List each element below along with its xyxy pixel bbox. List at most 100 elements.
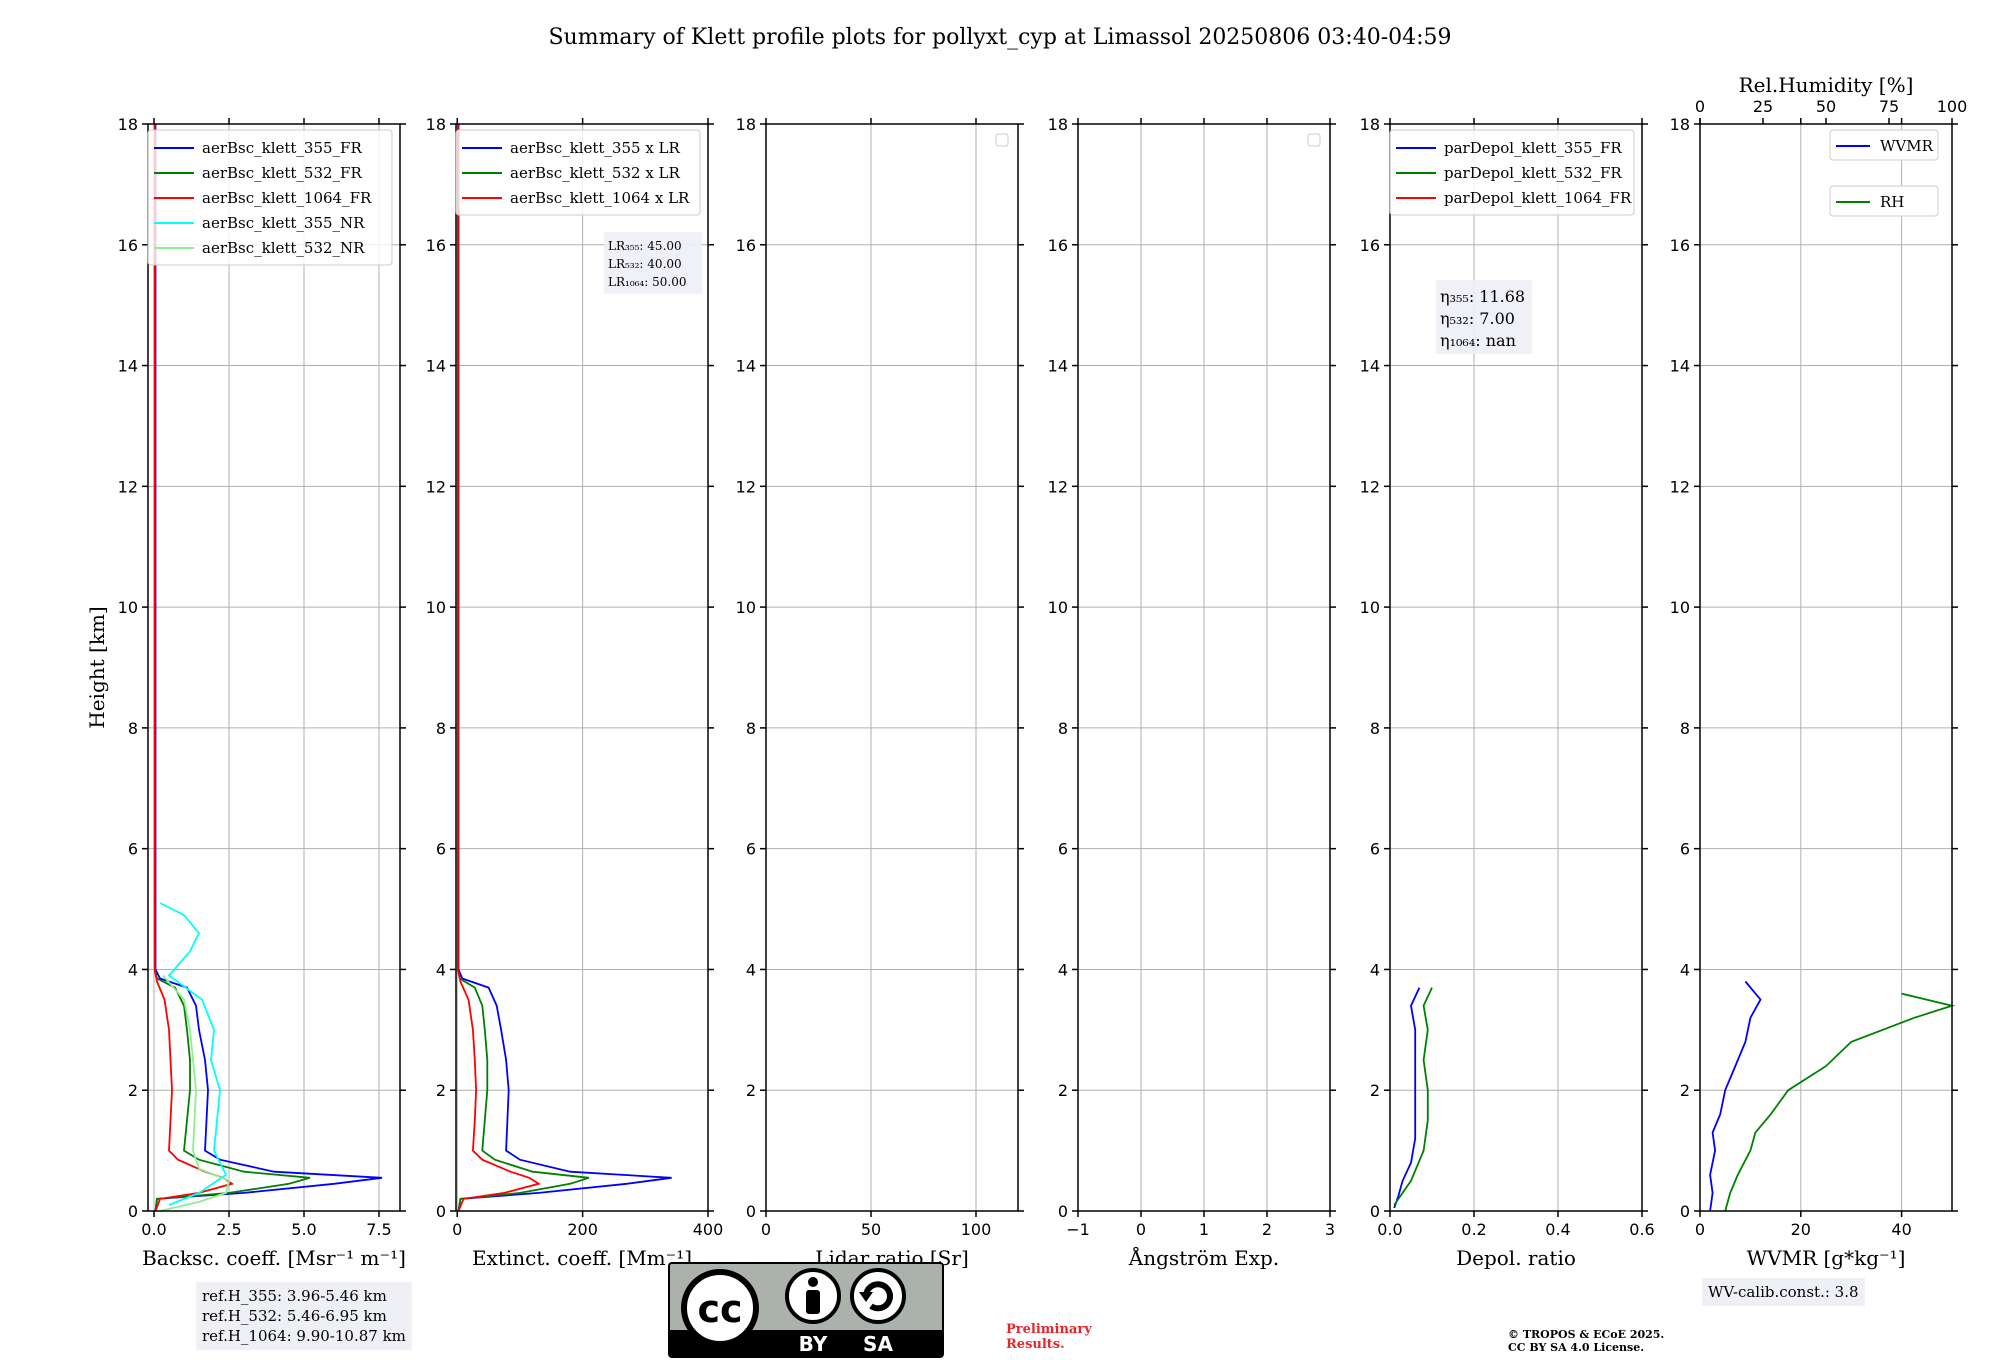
y-tick-label: 0 bbox=[128, 1202, 138, 1221]
y-tick-label: 14 bbox=[1048, 357, 1068, 376]
attribution-icon-head bbox=[808, 1277, 818, 1287]
legend-label: aerBsc_klett_532_FR bbox=[202, 164, 362, 182]
y-tick-label: 2 bbox=[1680, 1081, 1690, 1100]
panel-backscatter: 0 2 4 6 8 10 12 14 16 18 0.0 2.5 5.0 7.5 Backsc. coeff… bbox=[85, 115, 406, 1270]
legend-label: WVMR bbox=[1880, 137, 1934, 155]
legend-label: aerBsc_klett_532 x LR bbox=[510, 164, 681, 182]
y-tick-label: 12 bbox=[1360, 477, 1380, 496]
y-tick-label: 10 bbox=[1670, 598, 1690, 617]
y-tick-label: 10 bbox=[1360, 598, 1380, 617]
copyright-line-2: CC BY SA 4.0 License. bbox=[1508, 1341, 1645, 1354]
y-tick-label: 2 bbox=[746, 1081, 756, 1100]
y-tick-label: 12 bbox=[1048, 477, 1068, 496]
x-tick-label: 100 bbox=[961, 1220, 992, 1239]
attribution-icon-body bbox=[806, 1290, 820, 1314]
axes-frame bbox=[1699, 123, 1953, 1212]
share-alike-arrow bbox=[863, 1281, 893, 1312]
y-tick-label: 14 bbox=[426, 357, 446, 376]
preliminary-notice: Preliminary Results. bbox=[1006, 1322, 1092, 1352]
y-tick-label: 18 bbox=[1048, 115, 1068, 134]
y-tick-label: 12 bbox=[736, 477, 756, 496]
y-tick-label: 16 bbox=[1670, 236, 1690, 255]
y-tick-label: 18 bbox=[426, 115, 446, 134]
x-tick-label: 0 bbox=[1695, 1220, 1705, 1239]
x-tick-label: 0 bbox=[761, 1220, 771, 1239]
legend-box bbox=[1389, 129, 1635, 216]
x-axis-label: Ångström Exp. bbox=[1128, 1245, 1279, 1270]
axes-frame bbox=[765, 123, 1019, 1212]
cc-logo-text: cc bbox=[697, 1287, 742, 1331]
y-tick-label: 4 bbox=[1370, 960, 1380, 979]
y-tick-label: 18 bbox=[1360, 115, 1380, 134]
secondary-x-tick-label: 100 bbox=[1937, 97, 1968, 116]
x-tick-label: 0 bbox=[1136, 1220, 1146, 1239]
annotation-text: η₃₅₅: 11.68 bbox=[1440, 287, 1525, 306]
y-tick-label: 10 bbox=[118, 598, 138, 617]
series-line-aerBsc_klett_355 x LR bbox=[457, 124, 672, 1212]
y-tick-label: 8 bbox=[1370, 719, 1380, 738]
x-tick-label: 1 bbox=[1199, 1220, 1209, 1239]
legend-label: aerBsc_klett_355 x LR bbox=[510, 139, 681, 157]
y-tick-label: 18 bbox=[118, 115, 138, 134]
x-tick-label: 200 bbox=[567, 1220, 598, 1239]
series-line-aerBsc_klett_532_NR bbox=[159, 974, 231, 1212]
x-axis-label: WVMR [g*kg⁻¹] bbox=[1747, 1246, 1906, 1270]
y-tick-label: 2 bbox=[436, 1081, 446, 1100]
y-tick-label: 6 bbox=[1370, 840, 1380, 859]
annotation-box bbox=[1436, 280, 1532, 354]
ref-height-355: ref.H_355: 3.96-5.46 km bbox=[202, 1287, 387, 1305]
y-tick-label: 0 bbox=[436, 1202, 446, 1221]
y-tick-label: 4 bbox=[436, 960, 446, 979]
reference-heights-box: ref.H_355: 3.96-5.46 km ref.H_532: 5.46-… bbox=[196, 1282, 412, 1350]
y-tick-label: 16 bbox=[1048, 236, 1068, 255]
cc-label-sa: SA bbox=[863, 1332, 893, 1356]
x-tick-label: 400 bbox=[693, 1220, 724, 1239]
y-tick-label: 0 bbox=[1370, 1202, 1380, 1221]
y-tick-label: 0 bbox=[746, 1202, 756, 1221]
copyright-notice: © TROPOS & ECoE 2025. CC BY SA 4.0 Licen… bbox=[1508, 1328, 1664, 1354]
panel-depolarization: 0 2 4 6 8 10 12 14 16 18 0.0 0.2 0.4 0.6 Depol. ratio p… bbox=[1360, 115, 1655, 1270]
annotation-text: η₁₀₆₄: nan bbox=[1440, 331, 1516, 350]
legend-label: parDepol_klett_1064_FR bbox=[1444, 189, 1632, 207]
y-tick-label: 18 bbox=[1670, 115, 1690, 134]
y-tick-label: 2 bbox=[128, 1081, 138, 1100]
legend-label: RH bbox=[1880, 193, 1904, 211]
x-axis-label: Backsc. coeff. [Msr⁻¹ m⁻¹] bbox=[142, 1246, 406, 1270]
series-line-parDepol_klett_355_FR bbox=[1393, 987, 1421, 1209]
x-tick-label: 0.0 bbox=[141, 1220, 166, 1239]
series-line-parDepol_klett_532_FR bbox=[1393, 987, 1433, 1206]
secondary-x-tick-label: 25 bbox=[1753, 97, 1773, 116]
y-tick-label: 14 bbox=[118, 357, 138, 376]
y-tick-label: 2 bbox=[1370, 1081, 1380, 1100]
copyright-line-1: © TROPOS & ECoE 2025. bbox=[1508, 1328, 1665, 1341]
preliminary-line-1: Preliminary bbox=[1006, 1322, 1092, 1337]
x-tick-label: 0 bbox=[452, 1220, 462, 1239]
legend-box-empty bbox=[1307, 133, 1321, 147]
x-tick-label: 3 bbox=[1325, 1220, 1335, 1239]
y-tick-label: 10 bbox=[426, 598, 446, 617]
x-tick-label: −1 bbox=[1066, 1220, 1090, 1239]
y-tick-label: 18 bbox=[736, 115, 756, 134]
y-tick-label: 0 bbox=[1058, 1202, 1068, 1221]
legend-label: aerBsc_klett_1064 x LR bbox=[510, 189, 690, 207]
secondary-x-tick-label: 0 bbox=[1695, 97, 1705, 116]
y-tick-label: 12 bbox=[1670, 477, 1690, 496]
series-line-aerBsc_klett_355_FR bbox=[154, 124, 383, 1212]
series-line-aerBsc_klett_1064_FR bbox=[153, 124, 235, 1212]
series-line-WVMR bbox=[1709, 980, 1762, 1212]
ref-height-532: ref.H_532: 5.46-6.95 km bbox=[202, 1307, 387, 1325]
y-tick-label: 8 bbox=[746, 719, 756, 738]
y-tick-label: 12 bbox=[118, 477, 138, 496]
axes-frame bbox=[1389, 123, 1643, 1212]
ref-height-1064: ref.H_1064: 9.90-10.87 km bbox=[202, 1327, 406, 1345]
legend-label: aerBsc_klett_532_NR bbox=[202, 239, 365, 257]
y-tick-label: 14 bbox=[1360, 357, 1380, 376]
wv-calibration-constant: WV-calib.const.: 3.8 bbox=[1708, 1283, 1859, 1301]
secondary-x-axis-label: Rel.Humidity [%] bbox=[1739, 73, 1914, 97]
annotation-text: LR₁₀₆₄: 50.00 bbox=[608, 275, 686, 289]
legend-label: aerBsc_klett_355_FR bbox=[202, 139, 362, 157]
